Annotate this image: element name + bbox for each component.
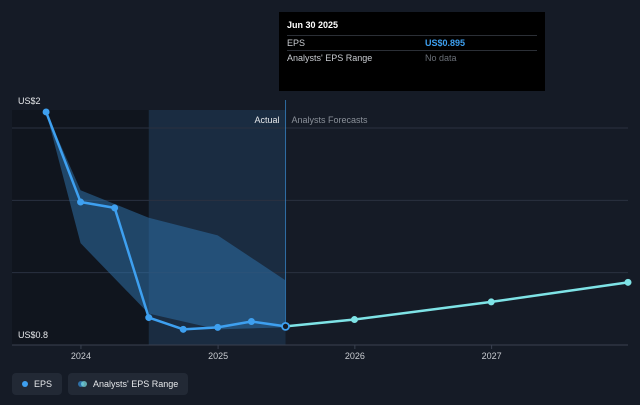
analysts-range-area (46, 111, 286, 330)
tooltip: Jun 30 2025 EPS US$0.895 Analysts' EPS R… (279, 12, 545, 91)
x-tick-label: 2025 (208, 351, 228, 361)
legend-item-range[interactable]: Analysts' EPS Range (68, 373, 189, 395)
eps-point (42, 108, 50, 116)
eps-line (44, 110, 287, 331)
forecast-point (350, 316, 358, 324)
eps-point (145, 314, 153, 322)
tooltip-range-label: Analysts' EPS Range (287, 53, 373, 63)
tooltip-eps-value: US$0.895 (425, 38, 466, 48)
y-label-bottom: US$0.8 (18, 330, 48, 340)
range-swatch-icon (78, 381, 88, 387)
forecast-point (624, 278, 632, 286)
x-tick-label: 2027 (482, 351, 502, 361)
forecast-point (487, 298, 495, 306)
eps-points[interactable] (42, 108, 632, 333)
axis-labels: US$2 US$0.8 Actual Analysts Forecasts 2024 20… (18, 96, 502, 361)
legend: EPS Analysts' EPS Range (12, 373, 189, 395)
eps-point (77, 198, 85, 206)
tooltip-date: Jun 30 2025 (287, 20, 339, 30)
eps-point (179, 325, 187, 333)
legend-eps-label: EPS (34, 379, 53, 389)
forecast-label: Analysts Forecasts (292, 115, 369, 125)
eps-point (214, 323, 222, 331)
legend-item-eps[interactable]: EPS (12, 373, 63, 395)
y-label-top: US$2 (18, 96, 41, 106)
x-tick-label: 2026 (345, 351, 365, 361)
tooltip-row-eps: EPS US$0.895 (287, 35, 537, 50)
eps-lines (44, 110, 630, 331)
analysts-eps-range-band (46, 111, 286, 330)
legend-range-label: Analysts' EPS Range (93, 379, 179, 389)
actual-label: Actual (255, 115, 280, 125)
tooltip-eps-label: EPS (287, 38, 306, 48)
tooltip-range-value: No data (425, 53, 457, 63)
x-tick-label: 2024 (71, 351, 91, 361)
eps-point (111, 204, 119, 212)
tooltip-row-range: Analysts' EPS Range No data (287, 50, 537, 65)
eps-swatch-icon (22, 381, 28, 387)
eps-point (247, 318, 255, 325)
eps-forecast-line (284, 281, 630, 328)
eps-point (281, 321, 290, 331)
